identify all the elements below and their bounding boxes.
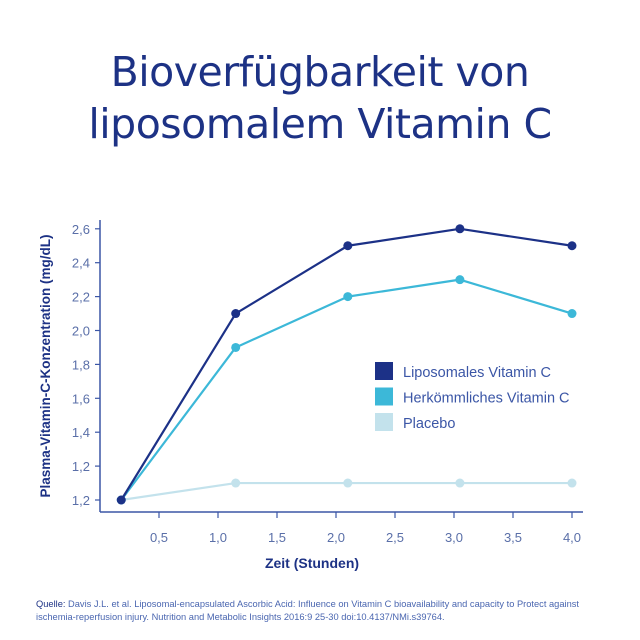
y-tick-label: 1,6 (72, 391, 90, 406)
y-tick-label: 2,0 (72, 324, 90, 339)
x-tick-label: 1,0 (209, 530, 227, 545)
data-point (567, 241, 577, 251)
y-tick-label: 2,4 (72, 256, 90, 271)
data-point (231, 342, 241, 352)
source-citation: Quelle: Davis J.L. et al. Liposomal-enca… (36, 598, 616, 624)
data-point (343, 478, 353, 488)
legend-label: Herkömmliches Vitamin C (403, 391, 570, 407)
data-point (116, 495, 126, 505)
x-tick-label: 3,0 (445, 530, 463, 545)
x-axis-label: Zeit (Stunden) (265, 555, 359, 571)
data-point (455, 478, 465, 488)
data-point (567, 309, 577, 319)
y-tick-label: 2,2 (72, 290, 90, 305)
chart-title: Bioverfügbarkeit von liposomalem Vitamin… (0, 46, 640, 150)
data-point (455, 224, 465, 234)
legend-swatch (375, 362, 393, 380)
data-point (343, 292, 353, 302)
x-tick-label: 3,5 (504, 530, 522, 545)
y-tick-label: 1,2 (72, 459, 90, 474)
x-tick-label: 1,5 (268, 530, 286, 545)
y-tick-label: 1,8 (72, 357, 90, 372)
y-tick-label: 1,4 (72, 425, 90, 440)
x-tick-label: 2,5 (386, 530, 404, 545)
data-point (567, 478, 577, 488)
legend-swatch (375, 387, 393, 406)
y-axis-label: Plasma-Vitamin-C-Konzentration (mg/dL) (38, 234, 53, 497)
title-line-1: Bioverfügbarkeit von (110, 48, 530, 96)
y-tick-label: 2,6 (72, 222, 90, 237)
x-tick-label: 2,0 (327, 530, 345, 545)
legend-swatch (375, 413, 393, 431)
x-tick-label: 4,0 (563, 530, 581, 545)
legend-label: Placebo (403, 416, 455, 432)
data-point (455, 275, 465, 285)
y-tick-label: 1,2 (72, 493, 90, 508)
legend-label: Liposomales Vitamin C (403, 365, 551, 381)
x-tick-label: 0,5 (150, 530, 168, 545)
source-label: Quelle: (36, 599, 66, 609)
source-text: Davis J.L. et al. Liposomal-encapsulated… (36, 599, 579, 622)
data-point (343, 241, 353, 251)
data-point (231, 478, 241, 488)
data-point (231, 309, 241, 319)
title-line-2: liposomalem Vitamin C (88, 100, 552, 148)
